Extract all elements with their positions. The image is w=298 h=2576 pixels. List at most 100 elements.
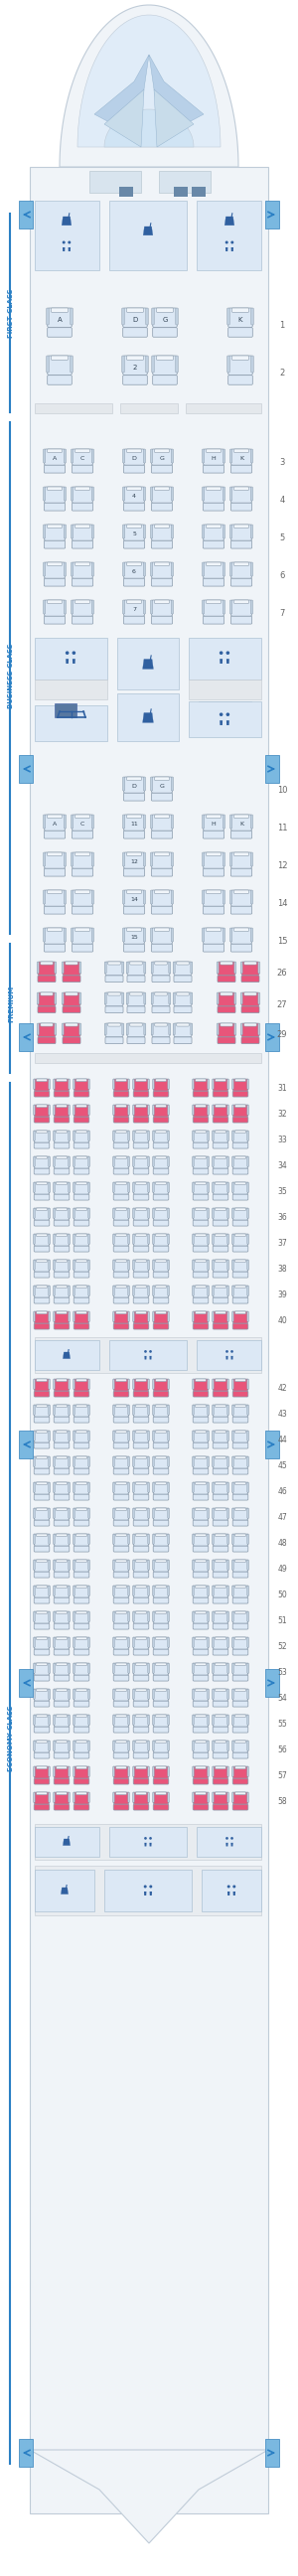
FancyBboxPatch shape bbox=[68, 1507, 70, 1517]
FancyBboxPatch shape bbox=[153, 1587, 169, 1597]
FancyBboxPatch shape bbox=[233, 1443, 248, 1448]
FancyBboxPatch shape bbox=[193, 1767, 208, 1777]
FancyBboxPatch shape bbox=[213, 1638, 228, 1649]
FancyBboxPatch shape bbox=[54, 1623, 69, 1628]
FancyBboxPatch shape bbox=[235, 1793, 246, 1795]
FancyBboxPatch shape bbox=[235, 1587, 246, 1589]
FancyBboxPatch shape bbox=[203, 829, 224, 840]
FancyBboxPatch shape bbox=[128, 1208, 130, 1218]
Bar bbox=[19, 1669, 33, 1698]
FancyBboxPatch shape bbox=[133, 1208, 149, 1221]
Circle shape bbox=[226, 1350, 228, 1352]
FancyBboxPatch shape bbox=[206, 448, 221, 453]
FancyBboxPatch shape bbox=[62, 992, 64, 1005]
FancyBboxPatch shape bbox=[114, 1118, 129, 1123]
Polygon shape bbox=[72, 659, 75, 665]
Text: 15: 15 bbox=[277, 938, 287, 945]
FancyBboxPatch shape bbox=[213, 1507, 228, 1520]
FancyBboxPatch shape bbox=[116, 1638, 127, 1641]
FancyBboxPatch shape bbox=[233, 1700, 248, 1708]
FancyBboxPatch shape bbox=[133, 1664, 149, 1674]
Polygon shape bbox=[231, 247, 233, 252]
FancyBboxPatch shape bbox=[36, 1587, 47, 1589]
FancyBboxPatch shape bbox=[133, 1587, 149, 1597]
Bar bbox=[35, 1865, 261, 1917]
Text: 6: 6 bbox=[280, 572, 285, 580]
FancyBboxPatch shape bbox=[153, 1690, 154, 1700]
FancyBboxPatch shape bbox=[227, 1260, 229, 1270]
FancyBboxPatch shape bbox=[71, 891, 73, 904]
FancyBboxPatch shape bbox=[233, 1144, 248, 1149]
Text: G: G bbox=[159, 783, 164, 788]
FancyBboxPatch shape bbox=[74, 1546, 89, 1551]
FancyBboxPatch shape bbox=[193, 1391, 208, 1396]
FancyBboxPatch shape bbox=[127, 814, 142, 819]
FancyBboxPatch shape bbox=[122, 1023, 124, 1036]
FancyBboxPatch shape bbox=[47, 309, 72, 327]
FancyBboxPatch shape bbox=[153, 1430, 154, 1440]
FancyBboxPatch shape bbox=[247, 1234, 249, 1244]
FancyBboxPatch shape bbox=[213, 1247, 228, 1252]
FancyBboxPatch shape bbox=[247, 1131, 249, 1141]
FancyBboxPatch shape bbox=[223, 891, 225, 904]
FancyBboxPatch shape bbox=[153, 1273, 169, 1278]
FancyBboxPatch shape bbox=[114, 1157, 129, 1170]
FancyBboxPatch shape bbox=[153, 1131, 154, 1141]
FancyBboxPatch shape bbox=[156, 1767, 166, 1770]
Text: C: C bbox=[80, 822, 85, 827]
FancyBboxPatch shape bbox=[105, 992, 106, 1005]
FancyBboxPatch shape bbox=[192, 1638, 194, 1649]
FancyBboxPatch shape bbox=[193, 1247, 208, 1252]
FancyBboxPatch shape bbox=[73, 1260, 75, 1270]
Text: 46: 46 bbox=[277, 1489, 287, 1497]
FancyBboxPatch shape bbox=[33, 1182, 35, 1193]
FancyBboxPatch shape bbox=[114, 1546, 129, 1551]
FancyBboxPatch shape bbox=[92, 853, 94, 866]
FancyBboxPatch shape bbox=[233, 1507, 248, 1520]
FancyBboxPatch shape bbox=[36, 1079, 47, 1082]
FancyBboxPatch shape bbox=[233, 1311, 248, 1324]
FancyBboxPatch shape bbox=[88, 1182, 90, 1193]
FancyBboxPatch shape bbox=[76, 1455, 87, 1458]
FancyBboxPatch shape bbox=[227, 1767, 229, 1777]
Text: 54: 54 bbox=[277, 1695, 287, 1703]
FancyBboxPatch shape bbox=[153, 1378, 169, 1391]
FancyBboxPatch shape bbox=[215, 1404, 226, 1406]
FancyBboxPatch shape bbox=[92, 562, 94, 577]
FancyBboxPatch shape bbox=[114, 1105, 129, 1118]
FancyBboxPatch shape bbox=[54, 1638, 69, 1649]
FancyBboxPatch shape bbox=[56, 1208, 67, 1211]
FancyBboxPatch shape bbox=[233, 1533, 248, 1546]
Bar bbox=[265, 1669, 279, 1698]
FancyBboxPatch shape bbox=[54, 1195, 69, 1200]
Circle shape bbox=[227, 1886, 230, 1888]
FancyBboxPatch shape bbox=[227, 1793, 229, 1803]
FancyBboxPatch shape bbox=[192, 1208, 194, 1218]
FancyBboxPatch shape bbox=[56, 1767, 67, 1770]
FancyBboxPatch shape bbox=[133, 1638, 134, 1649]
FancyBboxPatch shape bbox=[212, 1793, 214, 1803]
FancyBboxPatch shape bbox=[192, 1533, 194, 1543]
FancyBboxPatch shape bbox=[153, 1558, 154, 1571]
FancyBboxPatch shape bbox=[244, 1023, 257, 1025]
FancyBboxPatch shape bbox=[235, 1767, 246, 1770]
FancyBboxPatch shape bbox=[136, 1404, 147, 1406]
FancyBboxPatch shape bbox=[227, 1404, 229, 1414]
FancyBboxPatch shape bbox=[71, 814, 73, 829]
FancyBboxPatch shape bbox=[34, 1587, 49, 1597]
FancyBboxPatch shape bbox=[114, 1690, 129, 1700]
FancyBboxPatch shape bbox=[133, 1455, 149, 1468]
FancyBboxPatch shape bbox=[113, 1430, 114, 1440]
FancyBboxPatch shape bbox=[56, 1455, 67, 1458]
FancyBboxPatch shape bbox=[76, 1793, 87, 1795]
FancyBboxPatch shape bbox=[213, 1741, 228, 1752]
FancyBboxPatch shape bbox=[153, 1767, 154, 1777]
FancyBboxPatch shape bbox=[220, 1023, 233, 1025]
FancyBboxPatch shape bbox=[174, 992, 192, 1007]
FancyBboxPatch shape bbox=[74, 1726, 89, 1734]
FancyBboxPatch shape bbox=[213, 1481, 228, 1494]
FancyBboxPatch shape bbox=[133, 1716, 134, 1726]
FancyBboxPatch shape bbox=[258, 961, 260, 974]
Text: 7: 7 bbox=[280, 611, 285, 618]
FancyBboxPatch shape bbox=[153, 1494, 169, 1499]
